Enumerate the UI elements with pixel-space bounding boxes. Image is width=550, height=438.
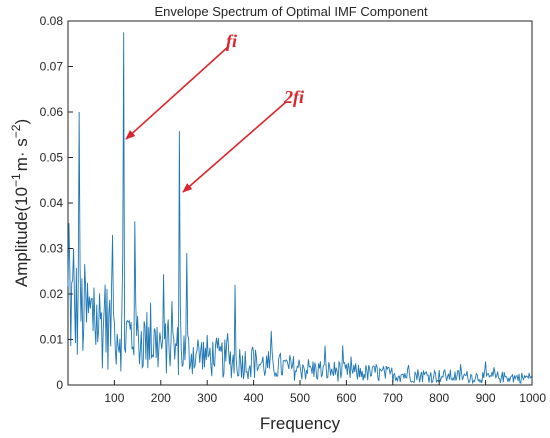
y-tick-label: 0.03 <box>40 242 64 256</box>
y-tick-label: 0.06 <box>40 105 64 119</box>
spectrum-line <box>67 32 533 385</box>
x-tick-label: 400 <box>244 391 264 405</box>
y-axis-title-main: Amplitude(10 <box>12 187 31 287</box>
annotation-2fi-arrow <box>182 101 287 193</box>
x-tick-label: 800 <box>429 391 449 405</box>
x-tick-label: 900 <box>476 391 496 405</box>
y-axis-title-end: ) <box>12 119 31 125</box>
y-axis-title: Amplitude(10−1 m· s−2) <box>9 119 31 287</box>
y-axis-ticks: 0 0.01 0.02 0.03 0.04 0.05 0.06 0.07 0.08 <box>40 14 73 392</box>
x-tick-label: 700 <box>383 391 403 405</box>
y-tick-label: 0.05 <box>40 151 64 165</box>
y-tick-label: 0.04 <box>40 196 64 210</box>
x-tick-label: 200 <box>151 391 171 405</box>
x-tick-label: 600 <box>336 391 356 405</box>
annotation-fi: fi <box>125 31 237 140</box>
x-tick-label: 1000 <box>519 391 546 405</box>
y-tick-label: 0.07 <box>40 60 64 74</box>
annotation-fi-arrow <box>125 45 230 140</box>
y-tick-label: 0.08 <box>40 14 64 28</box>
spectrum-series <box>67 32 533 385</box>
x-axis-title: Frequency <box>260 414 341 433</box>
x-tick-label: 500 <box>290 391 310 405</box>
y-axis-title-exp1: −1 <box>9 173 23 187</box>
x-axis-ticks: 100 200 300 400 500 600 700 800 900 1000 <box>104 380 546 405</box>
y-axis-title-exp2: −2 <box>9 124 23 138</box>
x-tick-label: 100 <box>104 391 124 405</box>
y-tick-label: 0.01 <box>40 333 64 347</box>
y-tick-label: 0 <box>56 378 63 392</box>
x-tick-label: 300 <box>197 391 217 405</box>
chart-title: Envelope Spectrum of Optimal IMF Compone… <box>154 4 428 19</box>
annotation-2fi-label: 2fi <box>283 87 304 107</box>
y-tick-label: 0.02 <box>40 287 64 301</box>
annotation-fi-label: fi <box>226 31 237 51</box>
y-axis-title-mid: m· s <box>12 138 31 171</box>
plot-frame <box>67 20 533 386</box>
annotation-2fi: 2fi <box>182 87 304 193</box>
